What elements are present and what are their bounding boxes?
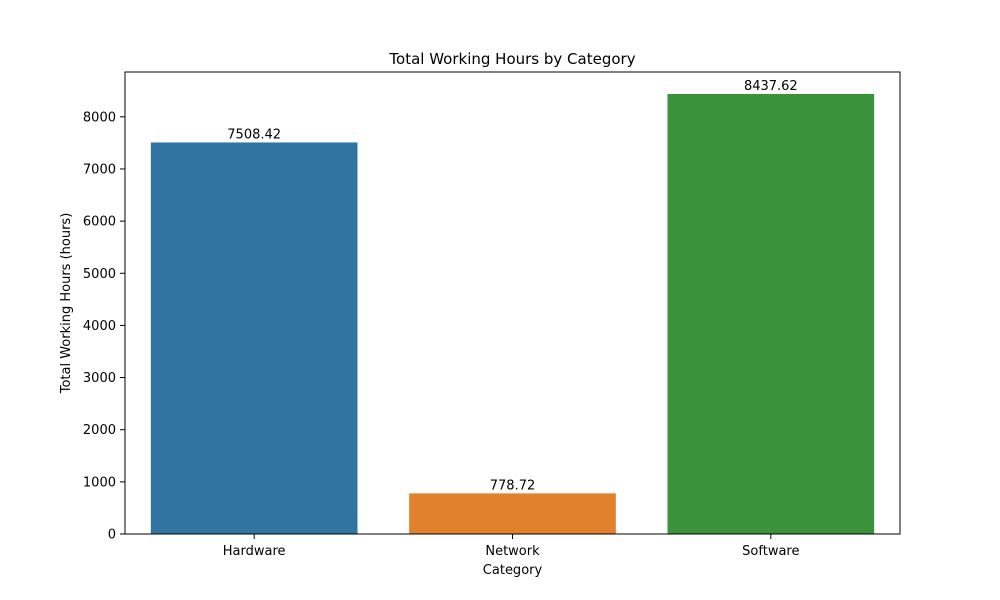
y-axis-label: Total Working Hours (hours) bbox=[59, 213, 74, 395]
bar-network bbox=[409, 493, 616, 534]
x-tick-label-software: Software bbox=[742, 544, 799, 559]
chart-title: Total Working Hours by Category bbox=[388, 50, 635, 68]
y-tick-label-7000: 7000 bbox=[83, 162, 116, 177]
data-label-network: 778.72 bbox=[490, 478, 536, 493]
plot-frame bbox=[124, 71, 901, 535]
y-tick-label-2000: 2000 bbox=[83, 423, 116, 438]
bar-software bbox=[667, 93, 875, 535]
y-axis: 0 1000 2000 3000 4000 5000 6000 7000 8000 bbox=[83, 110, 125, 543]
data-labels-group: 7508.42 778.72 8437.62 bbox=[227, 79, 797, 493]
bar-hardware bbox=[150, 142, 358, 534]
x-axis: Hardware Network Software bbox=[223, 534, 799, 559]
y-tick-label-8000: 8000 bbox=[83, 110, 116, 125]
y-tick-label-1000: 1000 bbox=[83, 475, 116, 490]
data-label-hardware: 7508.42 bbox=[227, 127, 281, 142]
x-axis-label: Category bbox=[483, 563, 543, 578]
y-tick-label-0: 0 bbox=[108, 528, 116, 543]
data-label-software: 8437.62 bbox=[744, 79, 798, 94]
bars-group bbox=[150, 93, 875, 535]
y-tick-label-4000: 4000 bbox=[83, 319, 116, 334]
y-tick-label-5000: 5000 bbox=[83, 267, 116, 282]
y-tick-label-3000: 3000 bbox=[83, 371, 116, 386]
y-tick-label-6000: 6000 bbox=[83, 215, 116, 230]
x-tick-label-hardware: Hardware bbox=[223, 544, 286, 559]
x-tick-label-network: Network bbox=[485, 544, 540, 559]
